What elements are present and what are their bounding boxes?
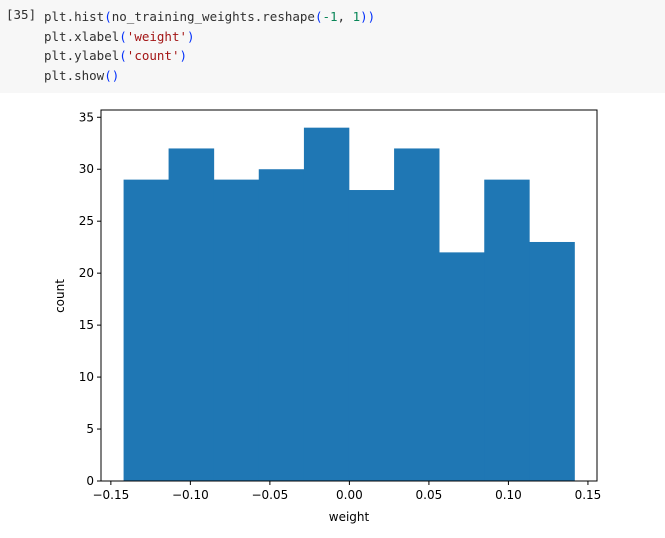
code-token: ) <box>187 28 195 44</box>
code-token: ( <box>119 28 127 44</box>
code-token: plt.show <box>44 67 105 83</box>
code-token: ( <box>119 48 127 63</box>
code-cell[interactable]: [35] plt.hist(no_training_weights.reshap… <box>0 0 665 93</box>
x-tick-label: 0.05 <box>416 488 443 502</box>
histogram-bar <box>168 148 215 481</box>
histogram-bar <box>303 127 350 482</box>
code-token: plt.xlabel <box>44 28 120 44</box>
histogram-bar <box>348 190 395 482</box>
histogram-bar <box>484 179 530 482</box>
x-tick-label: 0.10 <box>495 488 522 502</box>
y-tick-label: 30 <box>79 162 94 176</box>
x-tick-label: 0.15 <box>575 488 602 502</box>
code-token: plt.hist <box>44 9 105 24</box>
code-token: ) <box>179 48 188 63</box>
x-tick-label: −0.15 <box>92 488 129 502</box>
histogram-bar <box>439 252 485 481</box>
x-tick-label: −0.10 <box>172 488 209 502</box>
code-token: () <box>104 67 120 83</box>
code-token: -1 <box>322 9 338 24</box>
code-token: 'count' <box>126 48 180 63</box>
x-tick-label: 0.00 <box>336 488 363 502</box>
code-token: 1 <box>352 9 361 24</box>
y-tick-label: 35 <box>79 110 94 124</box>
code-token: , <box>337 9 353 24</box>
code-line-3: plt.ylabel('count') <box>44 46 375 66</box>
code-line-2: plt.xlabel('weight') <box>44 27 375 47</box>
y-axis-label: count <box>53 279 67 313</box>
x-axis-label: weight <box>329 510 370 524</box>
code-token: ( <box>104 9 112 24</box>
execution-count: [35] <box>6 7 37 22</box>
x-tick-label: −0.05 <box>251 488 288 502</box>
code-token: plt.ylabel <box>44 48 120 63</box>
y-tick-label: 0 <box>86 474 94 488</box>
code-line-4: plt.show() <box>44 66 375 86</box>
histogram-bar <box>213 179 260 482</box>
histogram-bar <box>529 241 575 481</box>
code-token: ( <box>314 9 323 24</box>
code-editor[interactable]: plt.hist(no_training_weights.reshape(-1,… <box>44 7 375 85</box>
code-line-1: plt.hist(no_training_weights.reshape(-1,… <box>44 7 375 27</box>
y-axis-ticks: 0 5 10 15 20 25 30 35 <box>79 110 101 488</box>
y-tick-label: 25 <box>79 214 94 228</box>
y-tick-label: 15 <box>79 318 94 332</box>
histogram-bars <box>123 127 575 482</box>
y-tick-label: 10 <box>79 370 94 384</box>
code-token: )) <box>360 9 376 24</box>
y-tick-label: 20 <box>79 266 94 280</box>
y-tick-label: 5 <box>86 422 94 436</box>
histogram-bar <box>123 179 169 482</box>
histogram-bar <box>258 169 305 481</box>
histogram-bar <box>394 148 440 481</box>
x-axis-ticks: −0.15 −0.10 −0.05 0.00 0.05 0.10 0.15 <box>92 481 601 502</box>
code-token: no_training_weights.reshape <box>111 9 315 24</box>
code-token: 'weight' <box>126 28 188 44</box>
